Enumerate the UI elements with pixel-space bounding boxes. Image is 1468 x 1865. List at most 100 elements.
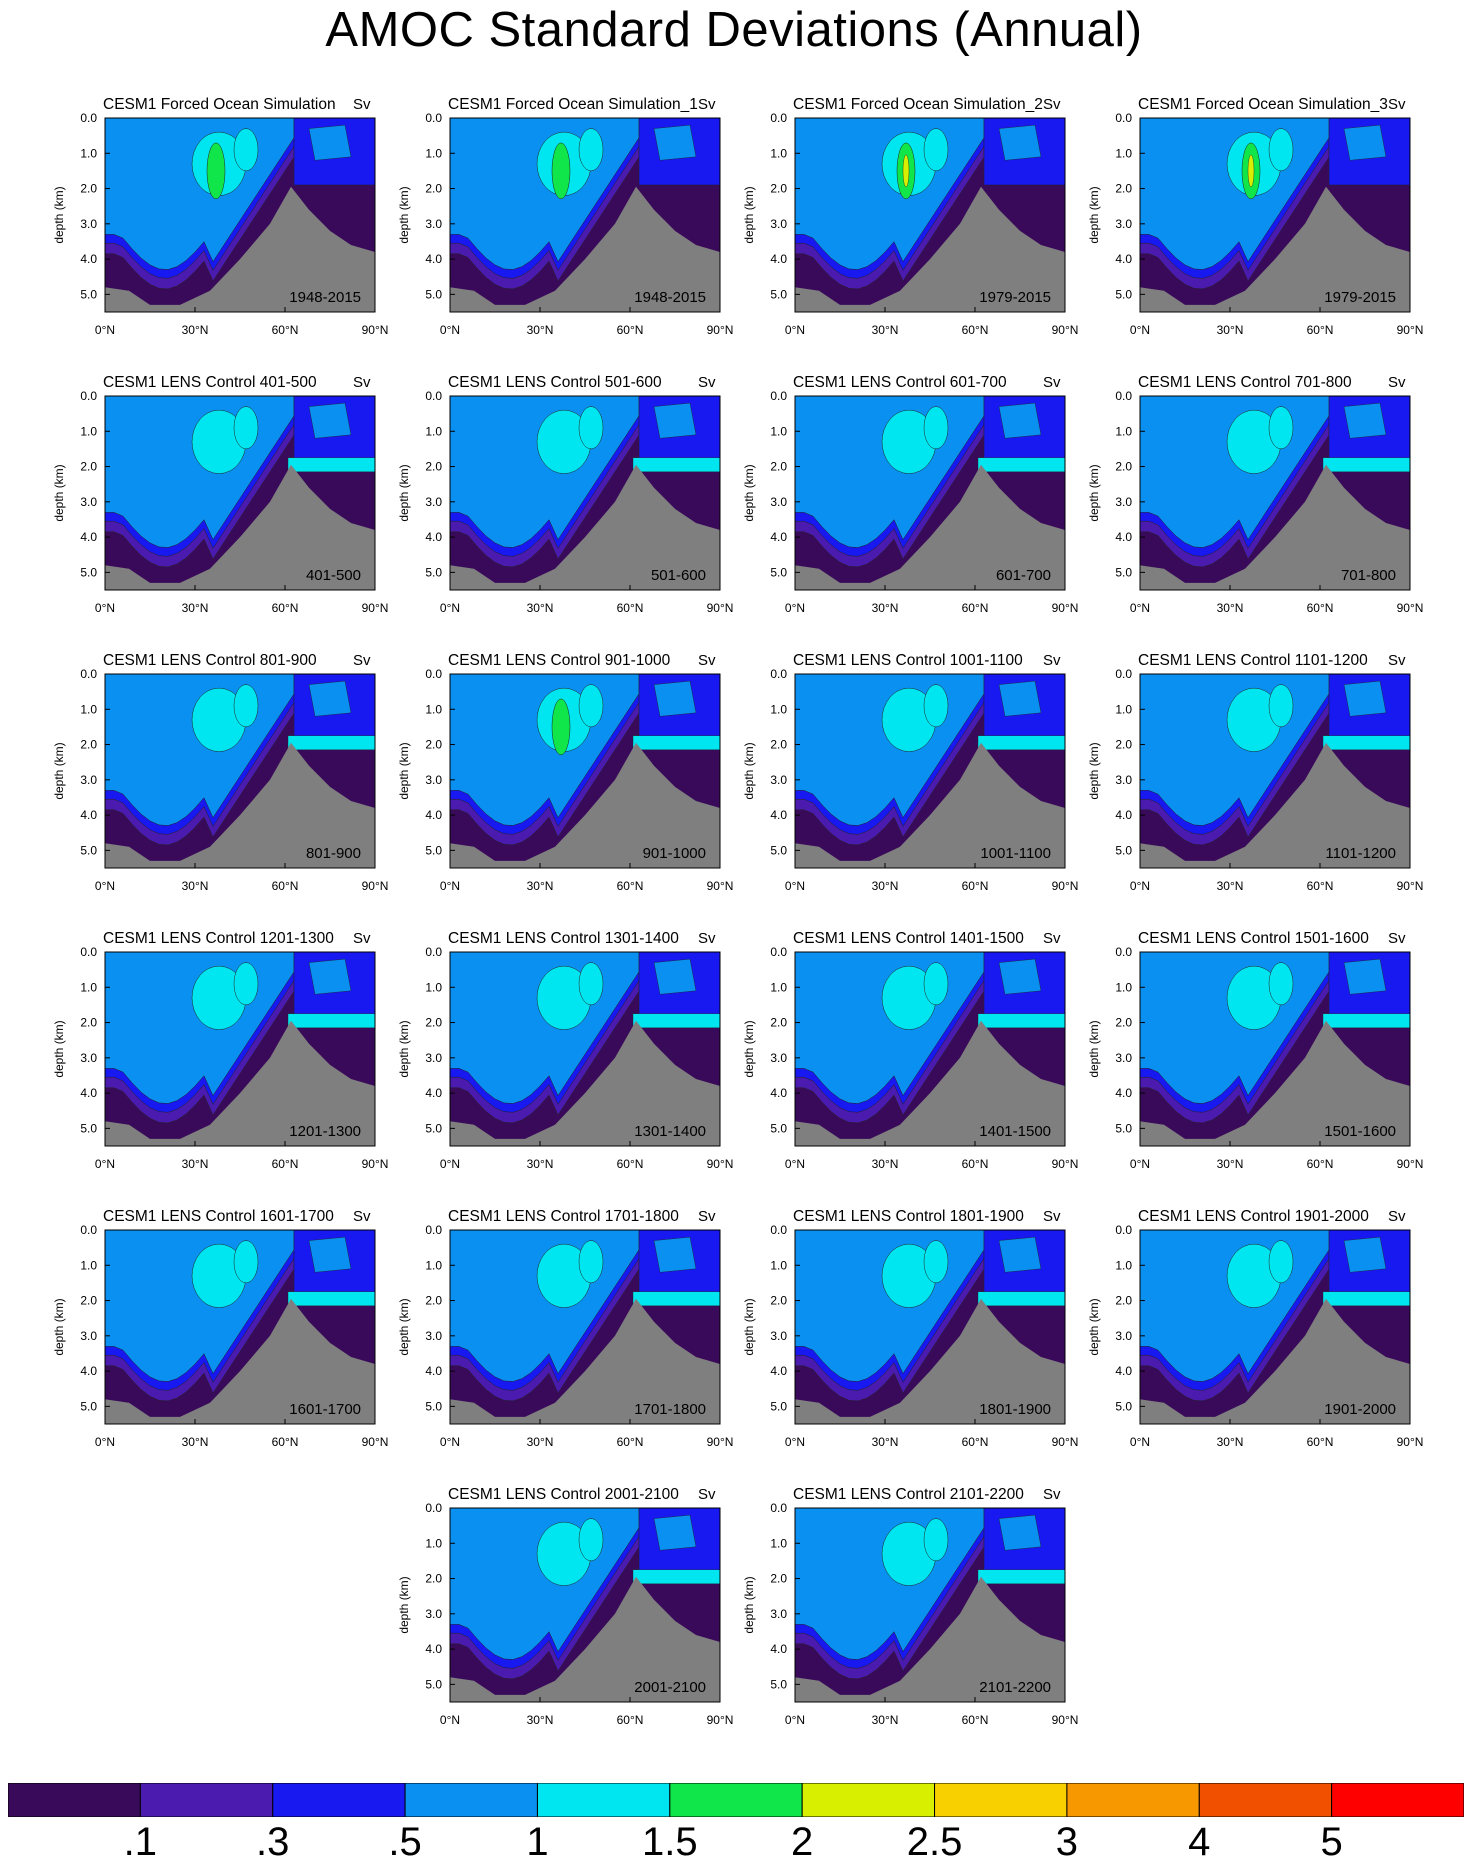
x-tick-label: 0°N xyxy=(95,1157,115,1171)
y-tick-label: 3.0 xyxy=(1115,773,1132,787)
y-tick-label: 3.0 xyxy=(80,1051,97,1065)
y-tick-label: 3.0 xyxy=(80,1329,97,1343)
core-blob-2 xyxy=(578,1240,604,1284)
y-tick-label: 4.0 xyxy=(425,1086,442,1100)
panel-units: Sv xyxy=(1388,96,1406,113)
y-tick-label: 3.0 xyxy=(770,1607,787,1621)
y-tick-label: 1.0 xyxy=(1115,1258,1132,1272)
contour-band-2km xyxy=(287,1291,376,1306)
panel-13: CESM1 LENS Control 1201-1300 Sv 0.0 1.0 2.0 3… xyxy=(47,930,388,1210)
x-tick-label: 30°N xyxy=(872,879,899,893)
panel-title: CESM1 LENS Control 401-500 xyxy=(103,374,317,391)
x-tick-label: 90°N xyxy=(362,1435,389,1449)
panel-units: Sv xyxy=(353,1208,371,1225)
y-tick-label: 5.0 xyxy=(425,1399,442,1413)
x-tick-label: 30°N xyxy=(527,323,554,337)
panel-units: Sv xyxy=(1043,1486,1061,1503)
topography xyxy=(795,186,1065,312)
topography xyxy=(1140,742,1410,868)
y-tick-label: 5.0 xyxy=(1115,1121,1132,1135)
colorbar-swatch xyxy=(1198,1783,1333,1817)
x-tick-label: 30°N xyxy=(1217,601,1244,615)
plot-frame xyxy=(1139,395,1411,591)
period-label: 501-600 xyxy=(651,567,706,584)
y-tick-label: 1.0 xyxy=(770,980,787,994)
y-tick-label: 0.0 xyxy=(425,1501,442,1515)
panel-plot: 0.0 1.0 2.0 3.0 4.0 5.0 0°N 30°N 60°N 90°N depth (… xyxy=(1087,111,1423,337)
y-axis-label: depth (km) xyxy=(742,1298,756,1355)
plot-frame xyxy=(794,117,1066,313)
colorbar-level-label: 5 xyxy=(1320,1820,1343,1864)
y-tick-label: 4.0 xyxy=(770,530,787,544)
panel-units: Sv xyxy=(1388,1208,1406,1225)
panel-title: CESM1 Forced Ocean Simulation_1 xyxy=(448,96,698,113)
y-axis-label: depth (km) xyxy=(397,1020,411,1077)
contour-band-2km xyxy=(1322,457,1411,472)
panel-title: CESM1 LENS Control 1401-1500 xyxy=(793,930,1024,947)
panel-title: CESM1 Forced Ocean Simulation xyxy=(103,96,336,113)
x-tick-label: 0°N xyxy=(785,323,805,337)
y-axis-label: depth (km) xyxy=(397,186,411,243)
x-tick-label: 90°N xyxy=(1052,601,1079,615)
panel-7: CESM1 LENS Control 601-700 Sv 0.0 1.0 2.0 3.0… xyxy=(737,374,1079,654)
y-tick-label: 5.0 xyxy=(770,843,787,857)
y-tick-label: 1.0 xyxy=(1115,424,1132,438)
contour-band-2km xyxy=(287,1013,376,1028)
y-tick-label: 5.0 xyxy=(425,1677,442,1691)
panel-title: CESM1 LENS Control 1801-1900 xyxy=(793,1208,1024,1225)
y-tick-label: 3.0 xyxy=(1115,1051,1132,1065)
colorbar-level-label: 2.5 xyxy=(906,1820,963,1864)
core-blob-2 xyxy=(1268,1240,1294,1284)
panel-9: CESM1 LENS Control 801-900 Sv 0.0 1.0 2.0 3.0… xyxy=(47,652,388,932)
x-tick-label: 30°N xyxy=(872,1713,899,1727)
y-tick-label: 5.0 xyxy=(80,1121,97,1135)
y-tick-label: 4.0 xyxy=(770,1364,787,1378)
core-peak xyxy=(206,142,226,200)
core-blob-2 xyxy=(233,962,259,1006)
y-tick-label: 5.0 xyxy=(80,1399,97,1413)
contour-level-north-inner xyxy=(1343,124,1387,161)
y-tick-label: 2.0 xyxy=(425,1016,442,1030)
colorbar xyxy=(8,1783,1464,1817)
y-tick-label: 5.0 xyxy=(80,287,97,301)
panel-plot: 0.0 1.0 2.0 3.0 4.0 5.0 0°N 30°N 60°N 90°N depth (… xyxy=(52,1223,389,1449)
contour-level-north-inner xyxy=(308,402,352,439)
panel-14: CESM1 LENS Control 1301-1400 Sv 0.0 1.0 2.0 3… xyxy=(392,930,733,1210)
x-tick-label: 60°N xyxy=(617,879,644,893)
panel-units: Sv xyxy=(698,930,716,947)
panel-title: CESM1 LENS Control 701-800 xyxy=(1138,374,1352,391)
contour-band-2km xyxy=(287,735,376,750)
y-tick-label: 2.0 xyxy=(770,1294,787,1308)
y-tick-label: 0.0 xyxy=(425,111,442,125)
y-tick-label: 3.0 xyxy=(425,1051,442,1065)
x-tick-label: 60°N xyxy=(617,601,644,615)
core-blob-2 xyxy=(1268,128,1294,172)
y-axis-label: depth (km) xyxy=(742,742,756,799)
core-blob-2 xyxy=(578,1518,604,1562)
topography xyxy=(795,1576,1065,1702)
x-tick-label: 0°N xyxy=(1130,601,1150,615)
colorbar-level-label: 1.5 xyxy=(642,1820,698,1864)
y-tick-label: 3.0 xyxy=(770,1051,787,1065)
y-axis-label: depth (km) xyxy=(52,186,66,243)
panel-units: Sv xyxy=(1388,652,1406,669)
x-tick-label: 30°N xyxy=(527,879,554,893)
x-tick-label: 60°N xyxy=(272,601,299,615)
y-tick-label: 1.0 xyxy=(80,424,97,438)
y-tick-label: 0.0 xyxy=(425,1223,442,1237)
y-tick-label: 1.0 xyxy=(1115,702,1132,716)
y-axis-label: depth (km) xyxy=(397,742,411,799)
x-tick-label: 60°N xyxy=(617,323,644,337)
core-blob-2 xyxy=(923,128,949,172)
colorbar-swatch xyxy=(272,1783,406,1817)
panel-plot: 0.0 1.0 2.0 3.0 4.0 5.0 0°N 30°N 60°N 90°N depth (… xyxy=(742,389,1079,615)
panel-plot: 0.0 1.0 2.0 3.0 4.0 5.0 0°N 30°N 60°N 90°N depth (… xyxy=(52,389,388,615)
y-tick-label: 3.0 xyxy=(425,1329,442,1343)
contour-band-2km xyxy=(1322,1013,1411,1028)
x-tick-label: 30°N xyxy=(1217,323,1244,337)
y-axis-label: depth (km) xyxy=(742,186,756,243)
panel-plot: 0.0 1.0 2.0 3.0 4.0 5.0 0°N 30°N 60°N 90°N depth (… xyxy=(52,945,388,1171)
y-axis-label: depth (km) xyxy=(52,1298,66,1355)
colorbar-swatch xyxy=(1066,1783,1200,1817)
y-tick-label: 3.0 xyxy=(770,495,787,509)
